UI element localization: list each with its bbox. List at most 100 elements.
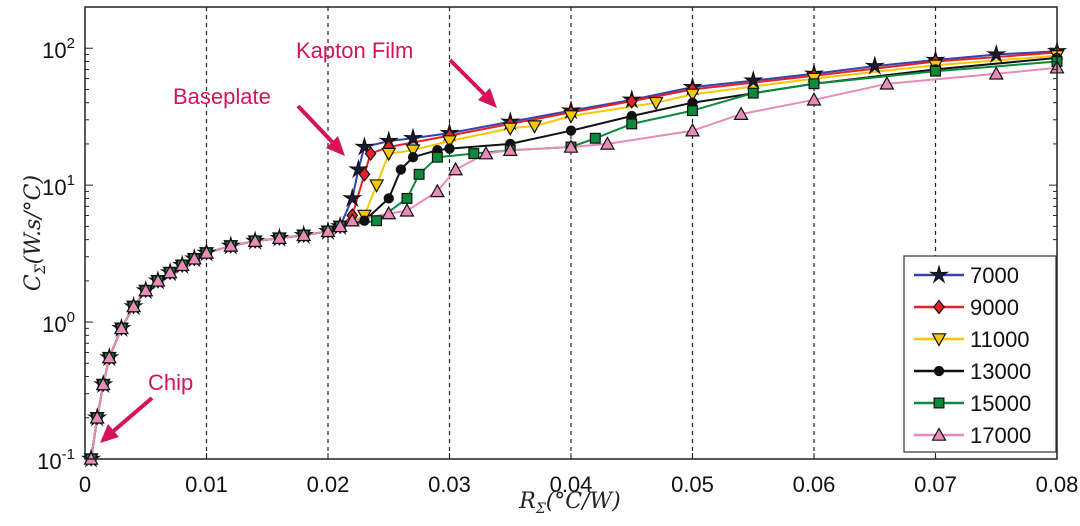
triangle-up-marker	[599, 136, 615, 150]
triangle-up-marker	[399, 203, 415, 217]
square-marker	[431, 151, 443, 163]
legend-label: 13000	[970, 359, 1031, 384]
legend-label: 15000	[970, 391, 1031, 416]
square-marker	[808, 78, 820, 90]
square-marker	[371, 215, 383, 227]
circle-marker	[444, 143, 455, 154]
triangle-down-marker	[931, 333, 947, 347]
circle-marker	[395, 164, 407, 175]
triangle-up-marker	[448, 161, 464, 176]
square-marker	[747, 87, 759, 99]
x-tick-label: 0.02	[307, 472, 350, 497]
triangle-up-marker	[198, 245, 215, 259]
y-tick-label: 101	[42, 172, 75, 200]
y-tick-label: 10-1	[37, 446, 75, 474]
x-tick-label: 0.04	[550, 472, 593, 497]
legend-entry-17000: 17000	[914, 423, 1031, 448]
triangle-up-marker	[101, 349, 117, 364]
triangle-up-marker	[150, 273, 166, 287]
svg-text:Kapton Film: Kapton Film	[296, 38, 413, 63]
legend-entry-9000: 9000	[914, 295, 1019, 320]
triangle-down-marker	[563, 110, 579, 124]
triangle-up-marker	[563, 139, 579, 153]
markers-17000	[83, 60, 1065, 465]
annotation-baseplate: Baseplate	[173, 84, 345, 156]
legend-label: 11000	[970, 327, 1030, 352]
star-marker	[348, 158, 369, 179]
legend: 7000 9000 11000 13000 15000 17000	[903, 255, 1057, 453]
triangle-up-marker	[344, 212, 360, 227]
square-marker	[468, 148, 480, 160]
triangle-up-marker	[381, 205, 397, 220]
x-tick-label: 0.06	[793, 472, 836, 497]
circle-marker	[565, 125, 577, 136]
star-marker	[928, 264, 950, 284]
circle-marker	[359, 215, 370, 226]
svg-text:RΣ(°C/W): RΣ(°C/W)	[518, 489, 621, 517]
circle-marker	[383, 193, 394, 204]
triangle-down-marker	[502, 122, 518, 137]
square-marker	[687, 105, 698, 117]
triangle-up-marker	[988, 66, 1004, 80]
star-marker	[354, 136, 375, 156]
triangle-up-marker	[162, 264, 178, 279]
triangle-up-marker	[247, 233, 263, 247]
triangle-up-marker	[113, 320, 129, 335]
legend-label: 7000	[970, 263, 1019, 288]
legend-label: 17000	[970, 423, 1031, 448]
legend-entry-11000: 11000	[914, 327, 1030, 352]
triangle-up-marker	[429, 183, 445, 198]
triangle-up-marker	[223, 238, 239, 252]
x-tick-label: 0	[79, 472, 91, 497]
triangle-up-marker	[931, 427, 947, 441]
triangle-down-marker	[684, 88, 701, 103]
square-marker	[413, 168, 425, 180]
diamond-marker	[358, 166, 371, 182]
square-marker	[933, 397, 945, 409]
star-marker	[743, 70, 764, 90]
svg-text:Baseplate: Baseplate	[173, 84, 271, 109]
svg-text:Chip: Chip	[148, 370, 193, 395]
triangle-up-marker	[879, 76, 895, 90]
legend-label: 9000	[970, 295, 1019, 320]
x-tick-label: 0.03	[428, 472, 471, 497]
svg-text:CΣ(W.s/°C): CΣ(W.s/°C)	[21, 175, 49, 291]
triangle-up-marker	[296, 227, 312, 242]
axis-ticks: 0 0.01 0.02 0.03 0.04 0.05 0.06 0.07 0.08 10-1 100…	[37, 6, 1078, 497]
annotation-chip: Chip	[100, 370, 193, 443]
x-tick-label: 0.05	[671, 472, 714, 497]
y-axis-label: CΣ(W.s/°C)	[21, 175, 49, 291]
star-marker	[986, 43, 1007, 64]
triangle-up-marker	[733, 106, 749, 120]
square-marker	[626, 118, 638, 130]
legend-entry-15000: 15000	[914, 391, 1031, 416]
x-tick-label: 0.07	[914, 472, 957, 497]
legend-entry-7000: 7000	[914, 263, 1019, 288]
triangle-down-marker	[369, 179, 385, 193]
triangle-up-marker	[138, 282, 154, 297]
triangle-up-marker	[186, 251, 202, 265]
triangle-down-marker	[527, 120, 543, 134]
triangle-up-marker	[271, 230, 287, 244]
x-tick-label: 0.01	[185, 472, 228, 497]
triangle-up-marker	[684, 122, 701, 137]
triangle-up-marker	[806, 92, 822, 106]
diamond-marker	[933, 299, 945, 315]
y-tick-label: 102	[42, 35, 75, 63]
triangle-up-marker	[174, 257, 190, 272]
star-marker	[402, 127, 424, 147]
triangle-up-marker	[320, 223, 336, 238]
y-tick-label: 100	[42, 309, 75, 337]
triangle-down-marker	[441, 135, 458, 149]
diamond-marker	[364, 146, 377, 162]
triangle-up-marker	[89, 410, 105, 424]
triangle-up-marker	[126, 298, 142, 313]
square-marker	[401, 192, 413, 204]
x-axis-label: RΣ(°C/W)	[518, 489, 621, 517]
triangle-up-marker	[95, 376, 111, 391]
legend-entry-13000: 13000	[914, 359, 1031, 384]
triangle-down-marker	[648, 96, 664, 111]
diamond-marker	[625, 93, 638, 109]
triangle-down-marker	[381, 147, 397, 162]
